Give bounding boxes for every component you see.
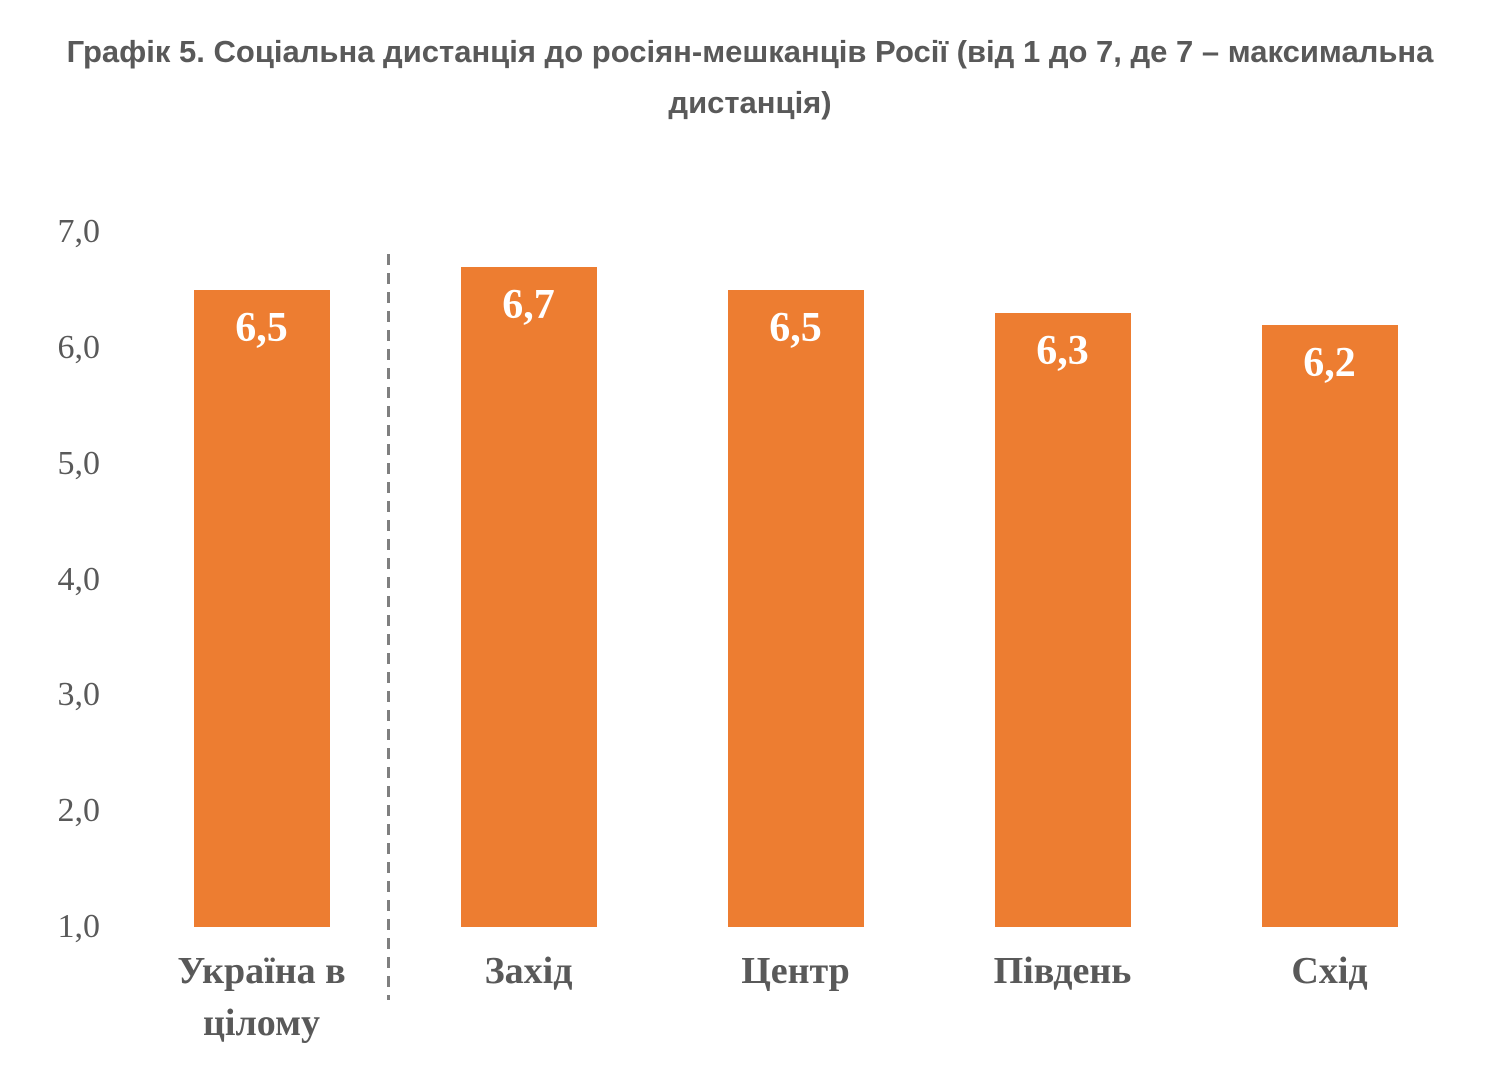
plot-area: 6,5 6,7 6,5 6,3 6,2	[128, 232, 1463, 927]
x-axis-category-label: Схід	[1291, 950, 1368, 992]
y-axis-tick-label: 4,0	[57, 560, 101, 598]
x-axis-category-label: Захід	[484, 950, 573, 992]
y-axis-tick-label: 5,0	[57, 444, 101, 482]
x-axis-category-label: Південь	[993, 950, 1132, 992]
bar-3: 6,5	[727, 289, 864, 927]
bar-4: 6,3	[994, 313, 1131, 927]
bar-2: 6,7	[460, 266, 597, 927]
x-axis-category-label: Україна в цілому	[177, 950, 346, 1044]
y-axis-tick-label: 3,0	[57, 676, 101, 714]
bar-value-label: 6,2	[1303, 339, 1356, 386]
bar-value-label: 6,3	[1036, 328, 1089, 375]
chart-title: Графік 5. Соціальна дистанція до росіян-…	[66, 34, 1434, 120]
bar-value-label: 6,5	[769, 304, 822, 351]
y-axis-tick-label: 6,0	[57, 328, 101, 366]
bar-1: 6,5	[193, 289, 330, 927]
y-axis-tick-label: 2,0	[57, 792, 101, 830]
x-axis-category-label: Центр	[741, 950, 850, 992]
separator-dashed-line	[387, 254, 390, 1000]
bar-5: 6,2	[1261, 324, 1398, 927]
bar-value-label: 6,5	[235, 304, 288, 351]
bar-value-label: 6,7	[502, 281, 555, 328]
y-axis-tick-label: 7,0	[57, 213, 101, 250]
y-axis-tick-label: 1,0	[57, 908, 101, 945]
